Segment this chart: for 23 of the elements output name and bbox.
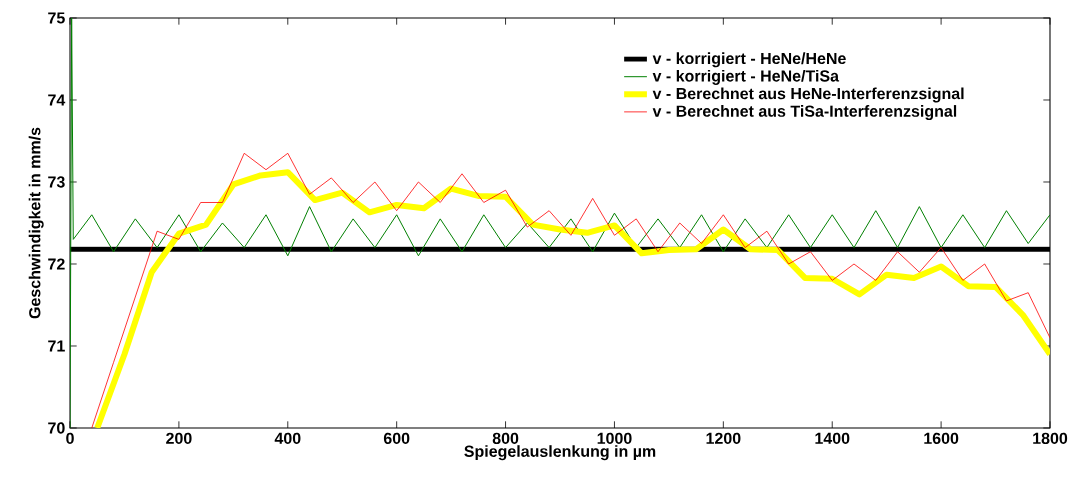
x-tick-label: 600 (383, 432, 410, 445)
y-tick-label: 75 (48, 12, 65, 24)
legend-label: v - Berechnet aus HeNe-Interferenzsignal (652, 87, 964, 103)
y-tick-label: 70 (48, 422, 65, 434)
x-tick-label: 1200 (706, 432, 741, 445)
x-tick-label: 1400 (815, 432, 850, 445)
x-tick-label: 0 (66, 432, 74, 445)
y-tick-label: 74 (48, 94, 66, 106)
x-tick-label: 800 (492, 432, 519, 445)
legend-label: v - korrigiert - HeNe/HeNe (652, 52, 846, 68)
x-axis-title: Spiegelauslenkung in µm (464, 445, 656, 461)
line-series (70, 18, 1050, 428)
y-axis-title: Geschwindigkeit in mm/s (28, 127, 44, 319)
x-tick-label: 1800 (1033, 432, 1068, 445)
x-tick-label: 1000 (597, 432, 632, 445)
y-tick-label: 73 (48, 176, 65, 188)
x-tick-label: 200 (166, 432, 192, 445)
y-tick-label: 72 (48, 258, 65, 270)
legend-label: v - korrigiert - HeNe/TiSa (652, 69, 840, 85)
legend-label: v - Berechnet aus TiSa-Interferenzsignal (652, 105, 957, 121)
x-tick-label: 400 (274, 432, 301, 445)
y-tick-label: 71 (48, 340, 65, 352)
x-tick-label: 1600 (924, 432, 959, 445)
